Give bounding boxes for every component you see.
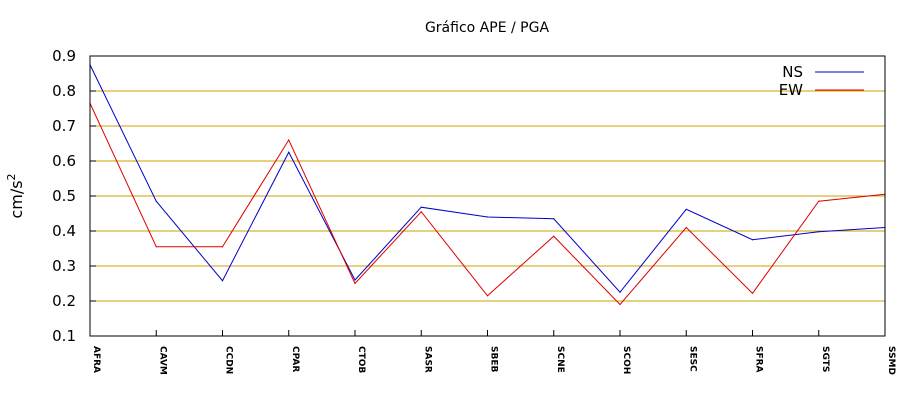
data-point-ns (354, 279, 356, 281)
y-axis-label-text: cm/s (7, 180, 26, 218)
data-point-ns (288, 151, 290, 153)
y-axis-label-superscript: 2 (5, 173, 18, 180)
y-tick-label: 0.6 (52, 152, 76, 170)
x-tick-label: AFRA (91, 346, 101, 373)
data-point-ns (619, 291, 621, 293)
x-tick-label: SASR (422, 346, 432, 373)
data-point-ew (420, 211, 422, 213)
chart-title: Gráfico APE / PGA (425, 20, 549, 36)
y-axis-label: cm/s2 (5, 173, 26, 218)
x-tick-label: CAVM (157, 346, 167, 375)
y-tick-label: 0.7 (52, 117, 76, 135)
x-tick-label: SFRA (754, 346, 764, 373)
data-point-ew (751, 292, 754, 294)
data-point-ns (420, 206, 422, 208)
data-point-ew (553, 235, 555, 237)
data-point-ew (155, 246, 157, 248)
plot-frame (89, 55, 886, 337)
x-tick-labels: AFRA CAVM CCDN CPAR CTOB SASR SBEB SCNE SCOH SESC… (89, 330, 896, 375)
data-point-ns (685, 208, 687, 210)
data-point-ew (619, 303, 621, 306)
y-tick-label: 0.4 (52, 222, 76, 240)
y-tick-label: 0.2 (52, 292, 76, 310)
x-tick-label: SCNE (555, 346, 565, 373)
x-tick-label: CCDN (224, 346, 234, 374)
legend-label-ew: EW (779, 81, 803, 99)
series-lines (89, 64, 886, 306)
data-point-ns (751, 239, 754, 241)
data-point-ns (155, 200, 157, 202)
y-tick-label: 0.3 (52, 257, 76, 275)
data-point-ew (221, 246, 224, 248)
x-tick-label: CTOB (356, 346, 366, 373)
y-tick-label: 0.8 (52, 82, 76, 100)
y-tick-label: 0.1 (52, 327, 76, 345)
data-point-ew (354, 282, 356, 285)
data-point-ns (553, 218, 555, 220)
x-tick-label: SESC (687, 346, 697, 372)
series-line-ns (89, 64, 886, 294)
y-tick-labels: 0.1 0.2 0.3 0.4 0.5 0.6 0.7 0.8 0.9 (52, 47, 96, 345)
x-tick-label: SCOH (621, 346, 631, 374)
y-tick-label: 0.9 (52, 47, 76, 65)
x-tick-label: SBEB (489, 346, 499, 372)
grid-lines (90, 90, 885, 302)
legend-label-ns: NS (782, 63, 803, 81)
data-point-ns (486, 216, 489, 218)
x-tick-label: SGTS (820, 346, 830, 372)
series-line-ew (89, 103, 886, 306)
x-tick-label: SSMD (886, 346, 896, 375)
data-point-ew (486, 295, 489, 297)
data-point-ns (221, 280, 224, 282)
y-tick-label: 0.5 (52, 187, 76, 205)
data-point-ew (288, 139, 290, 141)
data-point-ew (685, 226, 687, 229)
x-tick-label: CPAR (290, 346, 300, 372)
data-point-ew (818, 200, 820, 202)
data-point-ns (818, 231, 820, 233)
